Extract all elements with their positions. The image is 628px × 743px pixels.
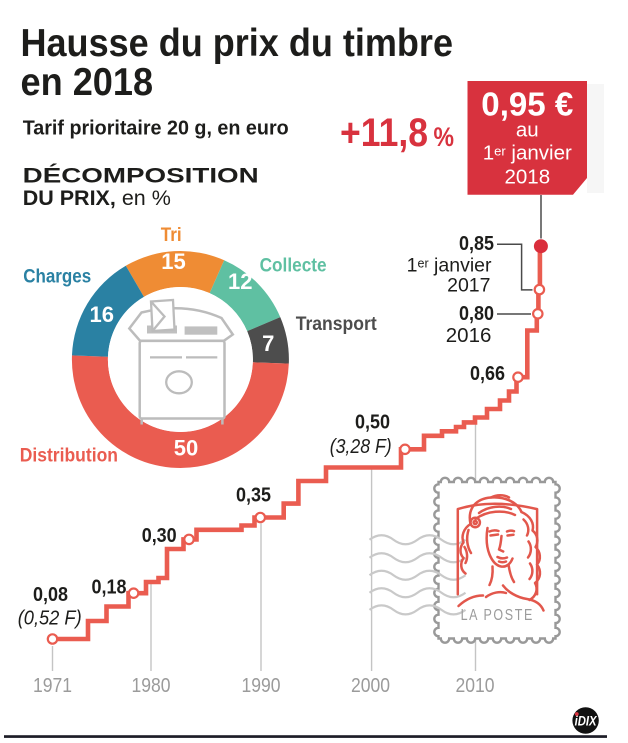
svg-text:16: 16 [89, 302, 113, 327]
svg-text:0,30: 0,30 [142, 524, 177, 547]
svg-text:0,50: 0,50 [355, 411, 390, 434]
svg-text:15: 15 [161, 249, 185, 274]
svg-text:1er janvier: 1er janvier [483, 142, 572, 165]
svg-text:%: % [434, 122, 455, 152]
svg-text:2000: 2000 [351, 675, 390, 697]
svg-text:Hausse du prix du timbre: Hausse du prix du timbre [21, 22, 454, 65]
svg-text:DÉCOMPOSITION: DÉCOMPOSITION [23, 162, 259, 187]
svg-text:1er janvier: 1er janvier [407, 255, 492, 277]
svg-text:Distribution: Distribution [20, 445, 118, 466]
svg-text:en 2018: en 2018 [21, 61, 154, 104]
svg-text:iDIX: iDIX [575, 714, 598, 729]
svg-text:Tarif prioritaire 20 g, en eur: Tarif prioritaire 20 g, en euro [23, 117, 289, 139]
svg-text:0,18: 0,18 [92, 576, 127, 599]
svg-text:0,95 €: 0,95 € [481, 85, 573, 122]
svg-text:Charges: Charges [23, 267, 91, 288]
svg-text:DU PRIX, en %: DU PRIX, en % [23, 186, 171, 210]
svg-text:2010: 2010 [456, 675, 495, 697]
svg-text:0,08: 0,08 [33, 583, 68, 606]
svg-text:0,66: 0,66 [470, 362, 505, 385]
svg-text:0,35: 0,35 [236, 484, 271, 507]
svg-text:LA POSTE: LA POSTE [461, 607, 534, 624]
svg-text:0,80: 0,80 [459, 302, 494, 325]
svg-text:1971: 1971 [33, 675, 72, 697]
svg-text:+11,8: +11,8 [340, 111, 428, 155]
svg-text:(3,28 F): (3,28 F) [330, 435, 392, 458]
svg-text:au: au [516, 118, 539, 141]
svg-text:2016: 2016 [446, 324, 492, 347]
svg-text:0,85: 0,85 [459, 232, 494, 255]
svg-text:(0,52 F): (0,52 F) [18, 607, 82, 630]
svg-text:1990: 1990 [242, 675, 281, 697]
svg-text:12: 12 [228, 269, 252, 294]
svg-text:Tri: Tri [161, 225, 182, 246]
svg-text:1980: 1980 [132, 675, 171, 697]
svg-text:7: 7 [262, 331, 274, 356]
svg-text:50: 50 [174, 435, 198, 460]
svg-text:Collecte: Collecte [260, 255, 327, 276]
svg-text:2018: 2018 [504, 166, 550, 189]
svg-text:Transport: Transport [296, 314, 378, 335]
svg-text:2017: 2017 [447, 275, 490, 297]
